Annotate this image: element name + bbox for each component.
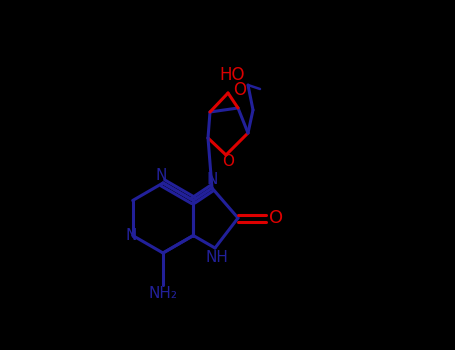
Text: N: N [125, 228, 136, 243]
Text: O: O [269, 209, 283, 227]
Text: O: O [233, 81, 247, 99]
Text: N: N [206, 173, 217, 188]
Text: NH: NH [206, 250, 228, 265]
Text: HO: HO [219, 66, 245, 84]
Text: N: N [155, 168, 167, 183]
Text: O: O [222, 154, 234, 169]
Text: NH₂: NH₂ [148, 287, 177, 301]
